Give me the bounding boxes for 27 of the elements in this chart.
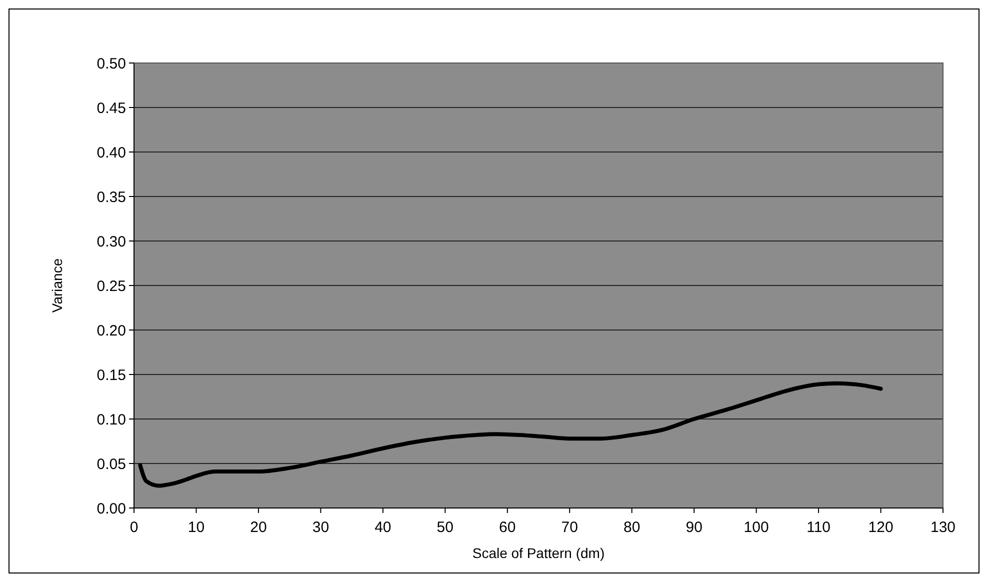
x-tick-label: 130 xyxy=(930,519,956,536)
y-tick-label: 0.05 xyxy=(96,456,126,473)
x-tick-label: 110 xyxy=(806,519,830,536)
y-tick-label: 0.00 xyxy=(96,500,126,518)
x-tick-label: 30 xyxy=(312,519,330,536)
x-tick-label: 50 xyxy=(436,519,454,536)
x-tick-label: 0 xyxy=(130,519,138,536)
x-tick-label: 120 xyxy=(868,519,894,536)
y-tick-label: 0.35 xyxy=(96,188,126,206)
x-tick-label: 100 xyxy=(744,519,769,536)
x-tick-label: 40 xyxy=(374,519,392,536)
y-tick-label: 0.10 xyxy=(96,411,126,428)
x-tick-label: 20 xyxy=(250,519,267,536)
x-tick-label: 80 xyxy=(624,519,640,536)
y-tick-label: 0.20 xyxy=(96,322,126,340)
y-tick-label: 0.25 xyxy=(96,278,126,295)
y-tick-label: 0.40 xyxy=(96,144,126,162)
x-tick-label: 90 xyxy=(686,519,702,536)
y-tick-label: 0.45 xyxy=(96,100,126,117)
y-tick-label: 0.15 xyxy=(96,366,126,384)
y-tick-label: 0.50 xyxy=(96,55,126,72)
x-tick-label: 70 xyxy=(561,519,578,536)
x-tick-label: 10 xyxy=(188,519,205,536)
x-tick-label: 60 xyxy=(499,519,516,536)
y-tick-label: 0.30 xyxy=(96,233,126,250)
y-axis-title: Variance xyxy=(49,258,65,313)
x-axis-title: Scale of Pattern (dm) xyxy=(472,545,605,561)
